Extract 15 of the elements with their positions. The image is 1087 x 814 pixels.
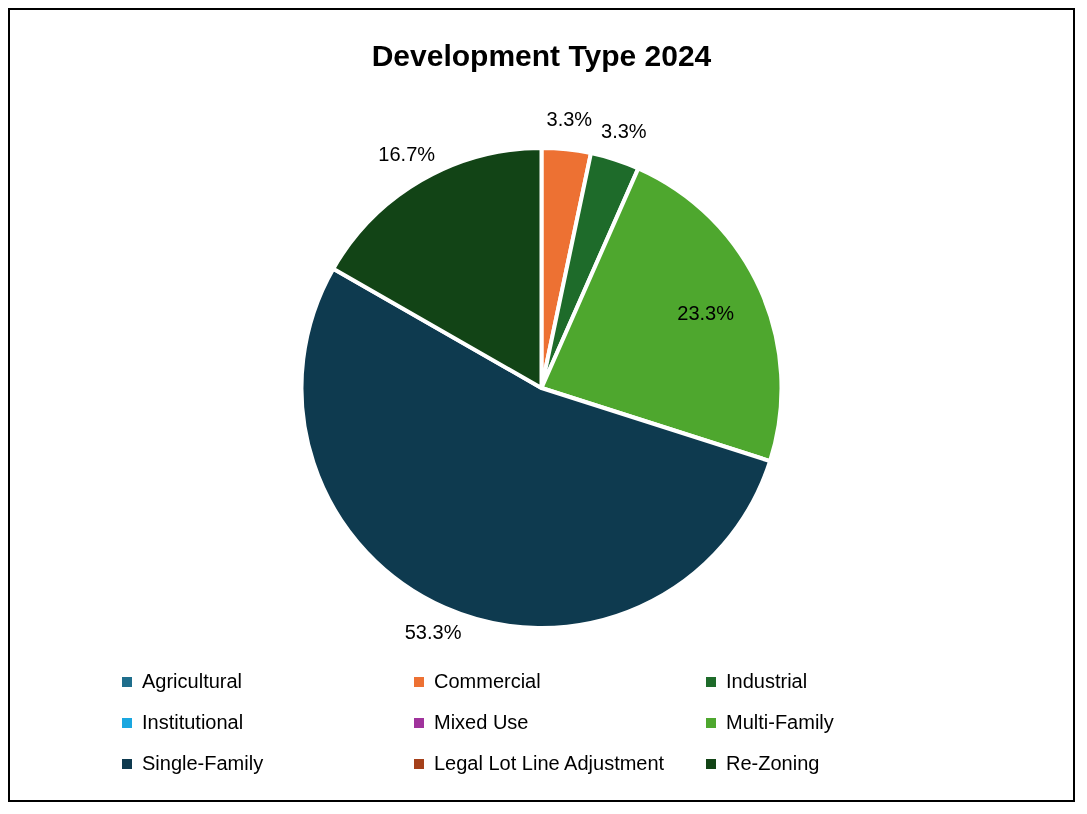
legend-label: Single-Family (142, 752, 264, 775)
chart-title: Development Type 2024 (371, 39, 712, 73)
data-label: 16.7% (378, 142, 436, 165)
legend-label: Commercial (434, 670, 541, 693)
legend-label: Institutional (142, 711, 244, 734)
data-label: 23.3% (677, 301, 735, 324)
data-label: 3.3% (546, 108, 593, 131)
data-label: 53.3% (404, 621, 462, 644)
legend-label: Legal Lot Line Adjustment (434, 752, 665, 775)
legend-label: Mixed Use (434, 711, 529, 734)
legend-label: Agricultural (142, 670, 243, 693)
legend-label: Multi-Family (726, 711, 834, 734)
legend-label: Re-Zoning (726, 752, 820, 775)
data-label: 3.3% (601, 119, 647, 142)
legend-label: Industrial (726, 670, 808, 693)
